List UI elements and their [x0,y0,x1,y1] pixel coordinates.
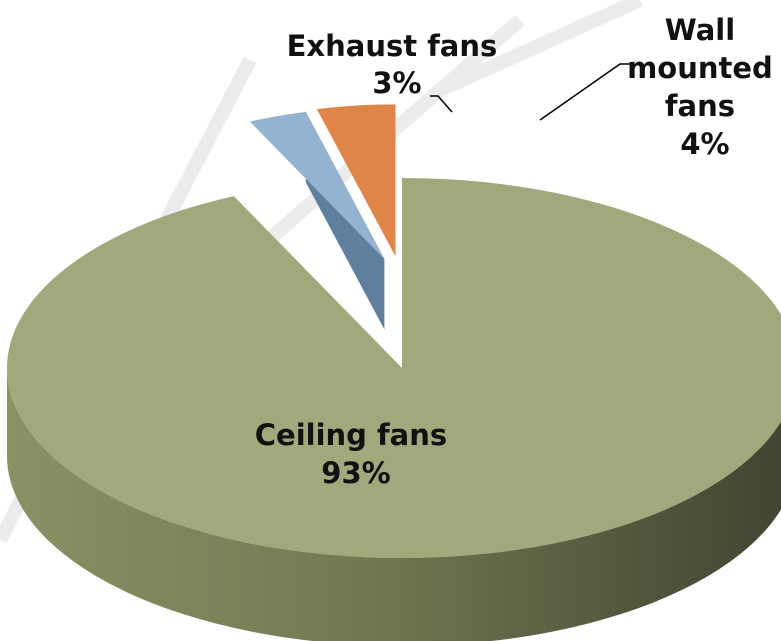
slice-value-wall: 4% [680,127,729,161]
slice-side-ceiling [7,368,781,641]
slice-label-wall-line2: mounted [627,51,773,85]
slice-label-wall-line1: Wall [665,13,735,47]
pie-slices [7,104,781,641]
slice-label-wall: Wall mounted fans 4% [627,13,781,161]
slice-label-exhaust: Exhaust fans 3% [287,29,508,100]
leader-line-exhaust [430,95,453,113]
leader-line-wall [539,63,632,121]
slice-label-ceiling: Ceiling fans 93% [255,418,457,490]
slice-value-exhaust: 3% [372,66,421,100]
slice-value-ceiling: 93% [321,456,390,490]
slice-ceiling [7,178,781,558]
slice-exhaust [249,111,385,260]
slice-label-wall-line3: fans [665,89,735,123]
slice-label-exhaust-name: Exhaust fans [287,29,498,63]
slice-label-ceiling-name: Ceiling fans [255,418,447,452]
slice-wall [316,104,396,257]
